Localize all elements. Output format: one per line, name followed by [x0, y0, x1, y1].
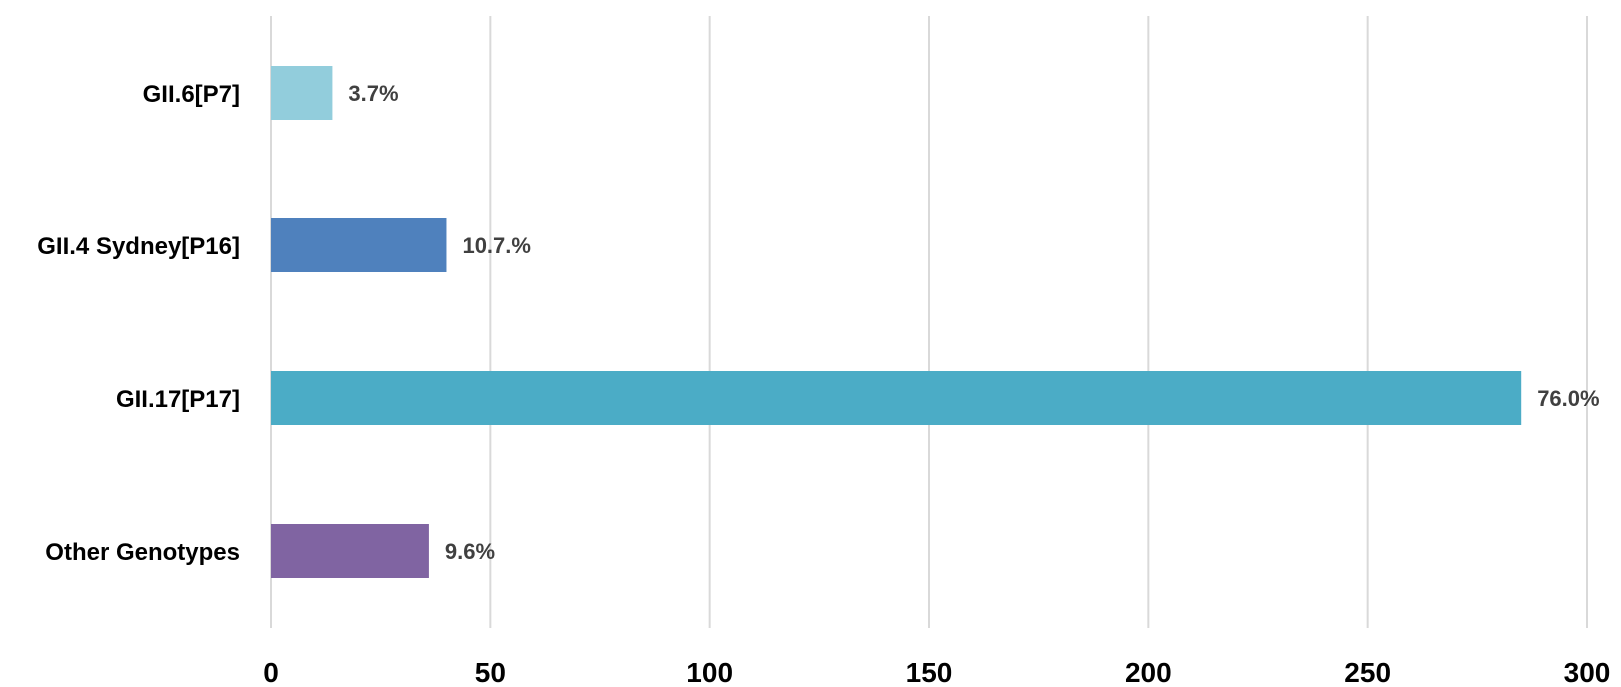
x-tick-label: 250 — [1344, 657, 1391, 687]
x-tick-label: 50 — [475, 657, 506, 687]
category-label: GII.17[P17] — [116, 386, 240, 413]
x-tick-label: 300 — [1564, 657, 1611, 687]
labels: 0 50 100 150 200 250 300 GII.6[P7] 3.7% GII.4 Syd… — [37, 81, 1610, 687]
bar — [271, 66, 333, 120]
data-label: 9.6% — [445, 539, 495, 564]
x-tick-label: 150 — [906, 657, 953, 687]
x-tick-label: 100 — [686, 657, 733, 687]
data-label: 3.7% — [348, 81, 398, 106]
bars — [271, 66, 1522, 578]
category-label: Other Genotypes — [45, 539, 240, 566]
bar — [271, 218, 447, 272]
bar — [271, 371, 1522, 425]
data-label: 76.0% — [1537, 386, 1599, 411]
bar — [271, 524, 429, 578]
data-label: 10.7.% — [462, 233, 531, 258]
gridlines — [270, 16, 1588, 628]
x-tick-label: 0 — [263, 657, 279, 687]
category-label: GII.4 Sydney[P16] — [37, 233, 240, 260]
category-label: GII.6[P7] — [143, 81, 240, 108]
x-tick-label: 200 — [1125, 657, 1172, 687]
